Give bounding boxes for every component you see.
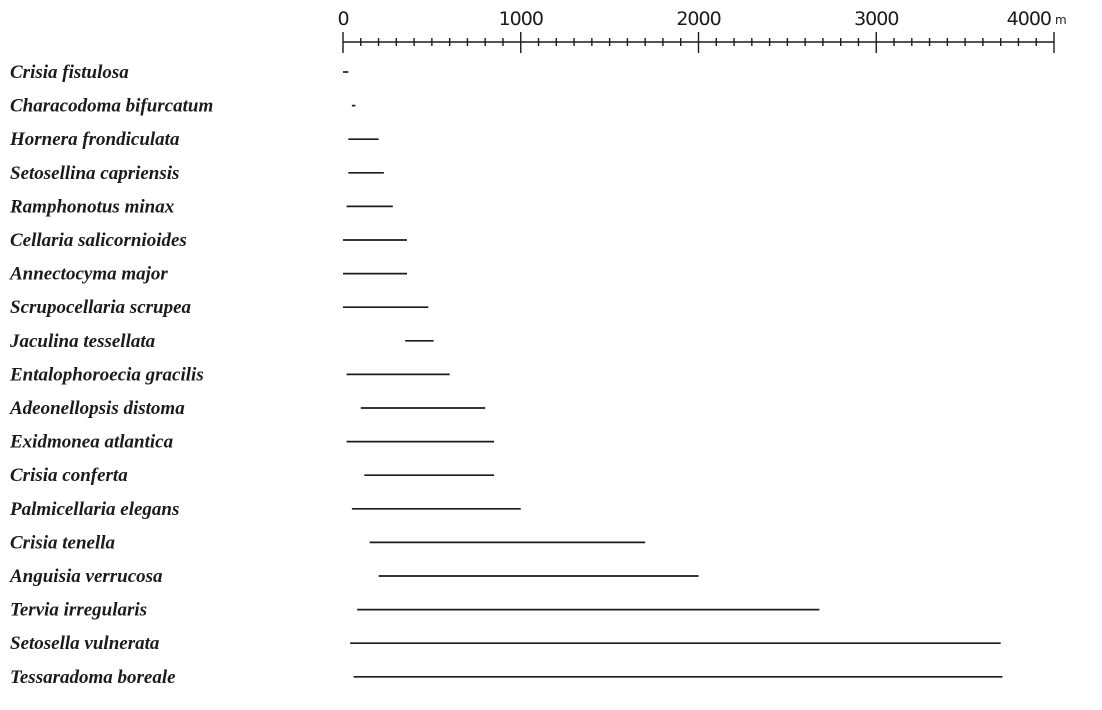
species-labels: Crisia fistulosa Characodoma bifurcatum Ho… bbox=[9, 62, 213, 688]
species-label: Ramphonotus minax bbox=[9, 196, 175, 217]
species-label: Adeonellopsis distoma bbox=[9, 398, 185, 419]
species-label: Hornera frondiculata bbox=[9, 129, 180, 150]
depth-range-bars bbox=[343, 71, 1003, 678]
tick-label: 3000 bbox=[854, 8, 898, 30]
axis-unit-label: m bbox=[1055, 13, 1067, 27]
species-label: Cellaria salicornioides bbox=[10, 230, 187, 251]
species-label: Tervia irregularis bbox=[10, 600, 147, 621]
species-label: Exidmonea atlantica bbox=[9, 432, 174, 453]
tick-label: 4000 bbox=[1007, 8, 1051, 30]
species-label: Tessaradoma boreale bbox=[10, 667, 176, 688]
species-label: Crisia tenella bbox=[10, 532, 116, 553]
tick-label: 1000 bbox=[499, 8, 543, 30]
species-label: Crisia conferta bbox=[10, 465, 128, 486]
species-label: Anguisia verrucosa bbox=[9, 566, 163, 587]
minor-ticks bbox=[360, 38, 1037, 46]
depth-axis: 0 1000 2000 3000 4000 m bbox=[337, 8, 1067, 53]
species-label: Jaculina tessellata bbox=[9, 331, 156, 352]
tick-label: 0 bbox=[337, 8, 348, 30]
tick-labels: 0 1000 2000 3000 4000 bbox=[337, 8, 1052, 30]
species-label: Characodoma bifurcatum bbox=[10, 96, 213, 117]
species-label: Entalophoroecia gracilis bbox=[9, 364, 204, 385]
species-label: Setosella vulnerata bbox=[10, 633, 160, 654]
species-label: Annectocyma major bbox=[9, 264, 168, 285]
species-label: Crisia fistulosa bbox=[10, 62, 129, 83]
species-label: Scrupocellaria scrupea bbox=[10, 297, 192, 318]
species-label: Setosellina capriensis bbox=[10, 163, 179, 184]
tick-label: 2000 bbox=[676, 8, 720, 30]
species-label: Palmicellaria elegans bbox=[9, 499, 179, 520]
major-ticks bbox=[342, 32, 1055, 53]
